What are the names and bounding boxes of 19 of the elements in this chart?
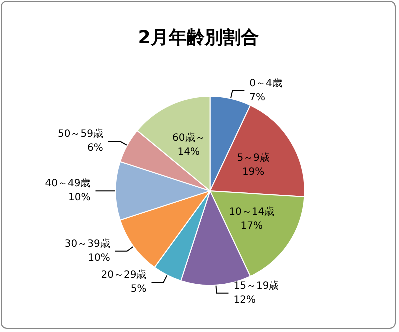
slice-label: 10～14歳 bbox=[229, 206, 275, 218]
data-label: 6% bbox=[88, 143, 104, 154]
chart-title: 2月年齢別割合 bbox=[138, 28, 259, 48]
slice-label: 50～59歳 bbox=[58, 128, 104, 140]
slice-label: 0～4歳 bbox=[250, 78, 282, 90]
data-label: 19% bbox=[242, 166, 265, 178]
slice-label: 5～9歳 bbox=[237, 152, 270, 164]
data-label: 10% bbox=[88, 252, 110, 264]
data-label: 5% bbox=[130, 284, 147, 295]
data-label: 14% bbox=[178, 147, 200, 158]
slice-label: 15～19歳 bbox=[234, 280, 280, 292]
slice-label: 60歳～ bbox=[172, 132, 206, 144]
data-label: 7% bbox=[250, 92, 266, 104]
slice-label: 40～49歳 bbox=[45, 178, 91, 190]
data-label: 17% bbox=[240, 220, 263, 232]
data-label: 12% bbox=[234, 294, 256, 306]
data-label: 10% bbox=[68, 192, 91, 204]
slice-label: 30～39歳 bbox=[64, 238, 110, 250]
slice-label: 20～29歳 bbox=[101, 268, 147, 281]
